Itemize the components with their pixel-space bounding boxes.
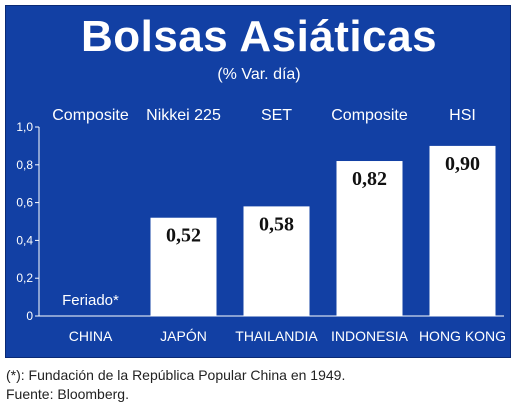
bar-value-label: 0,52 <box>166 225 201 247</box>
bar-value-label: 0,58 <box>259 213 294 235</box>
index-name-label: SET <box>261 107 292 124</box>
bar <box>336 161 403 316</box>
bar <box>243 206 310 316</box>
source-note: Fuente: Bloomberg. <box>6 386 129 402</box>
y-tick-label: 0,2 <box>16 271 33 285</box>
bar-chart: 0 0,2 0,4 0,6 0,8 1,0 Composite CHINA Feriado* Ni… <box>16 107 506 344</box>
category-label: HONG KONG <box>419 328 506 344</box>
bar-value-label: 0,90 <box>445 153 480 175</box>
bar <box>150 217 217 316</box>
index-name-label: Nikkei 225 <box>146 107 221 124</box>
y-tick-label: 0 <box>26 309 33 323</box>
category-label: INDONESIA <box>331 328 409 344</box>
category-label: CHINA <box>69 328 113 344</box>
index-name-label: Composite <box>52 107 129 124</box>
bar <box>429 145 496 316</box>
y-tick-label: 0,8 <box>16 158 33 172</box>
y-tick-label: 1,0 <box>16 120 33 134</box>
footnote: (*): Fundación de la República Popular C… <box>6 367 346 383</box>
category-label: JAPÓN <box>160 328 207 344</box>
index-name-label: HSI <box>449 107 476 124</box>
chart-title: Bolsas Asiáticas <box>80 12 438 61</box>
index-name-label: Composite <box>331 107 408 124</box>
y-tick-label: 0,4 <box>16 233 33 247</box>
missing-value-label: Feriado* <box>62 292 119 309</box>
bar-value-label: 0,82 <box>352 168 387 190</box>
category-label: THAILANDIA <box>235 328 318 344</box>
chart-subtitle: (% Var. día) <box>217 66 301 83</box>
chart-panel: Bolsas Asiáticas (% Var. día) 0 0,2 0,4 0,6… <box>5 5 511 358</box>
y-tick-label: 0,6 <box>16 196 33 210</box>
